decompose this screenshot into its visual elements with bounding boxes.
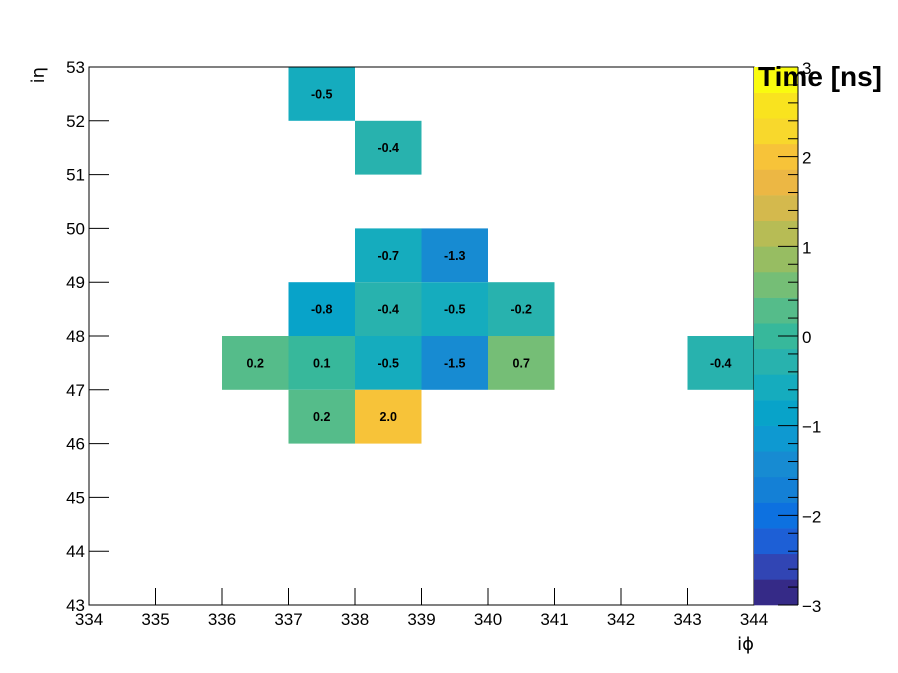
heatmap-cell bbox=[288, 67, 355, 121]
x-tick-label: 342 bbox=[607, 610, 635, 629]
z-tick-label: 1 bbox=[802, 238, 811, 257]
cell-value-label: -1.3 bbox=[444, 249, 466, 263]
heatmap-cell bbox=[355, 120, 422, 175]
heatmap-cell bbox=[421, 282, 488, 336]
x-axis-title: iϕ bbox=[737, 634, 754, 655]
y-tick-label: 44 bbox=[66, 542, 85, 561]
y-tick-label: 50 bbox=[66, 219, 85, 238]
heatmap-cell bbox=[355, 389, 422, 444]
y-tick-label: 52 bbox=[66, 112, 85, 131]
x-tick-label: 339 bbox=[407, 610, 435, 629]
heatmap-cell bbox=[222, 336, 289, 390]
x-tick-label: 336 bbox=[208, 610, 236, 629]
color-bar-step bbox=[754, 348, 798, 375]
y-tick-label: 53 bbox=[66, 58, 85, 77]
heatmap-cells: -0.5 -0.4 -0.7 -1.3 -0.8 -0.4 -0.5 -0.2 0.2 0.1 -0… bbox=[222, 67, 754, 444]
color-bar-step bbox=[754, 169, 798, 196]
cell-value-label: -0.4 bbox=[377, 303, 399, 317]
y-tick-label: 45 bbox=[66, 488, 85, 507]
heatmap-cell bbox=[355, 282, 422, 336]
x-tick-label: 340 bbox=[474, 610, 502, 629]
cell-value-label: 2.0 bbox=[380, 410, 397, 424]
z-tick-label: −2 bbox=[802, 507, 821, 526]
heatmap-cell bbox=[687, 336, 754, 390]
color-bar-step bbox=[754, 425, 798, 452]
heatmap-cell bbox=[288, 336, 355, 390]
cell-value-label: -0.4 bbox=[377, 141, 399, 155]
x-tick-label: 334 bbox=[75, 610, 103, 629]
y-axis: 43 44 45 46 47 48 49 50 51 52 53 bbox=[66, 58, 109, 615]
color-bar-step bbox=[754, 579, 798, 606]
color-bar-step bbox=[754, 374, 798, 401]
color-bar-step bbox=[754, 118, 798, 145]
color-bar-step bbox=[754, 553, 798, 580]
color-bar-step bbox=[754, 400, 798, 426]
cell-value-label: -0.7 bbox=[377, 249, 399, 263]
x-tick-label: 337 bbox=[274, 610, 302, 629]
color-bar-step bbox=[754, 220, 798, 247]
color-bar-step bbox=[754, 67, 798, 93]
cell-value-label: 0.7 bbox=[513, 356, 530, 370]
y-tick-label: 46 bbox=[66, 435, 85, 454]
color-bar-step bbox=[754, 92, 798, 119]
x-tick-label: 335 bbox=[141, 610, 169, 629]
x-tick-label: 338 bbox=[341, 610, 369, 629]
y-tick-label: 48 bbox=[66, 327, 85, 346]
color-bar-step bbox=[754, 195, 798, 222]
color-bar-step bbox=[754, 451, 798, 478]
x-tick-label: 344 bbox=[740, 610, 768, 629]
cell-value-label: -0.4 bbox=[710, 356, 732, 370]
heatmap-cell bbox=[488, 336, 555, 390]
z-tick-label: 0 bbox=[802, 328, 811, 347]
cell-value-label: 0.1 bbox=[313, 356, 330, 370]
x-tick-label: 343 bbox=[673, 610, 701, 629]
heatmap-cell bbox=[288, 282, 355, 336]
heatmap-cell bbox=[421, 228, 488, 283]
y-tick-label: 51 bbox=[66, 166, 85, 185]
color-bar-step bbox=[754, 271, 798, 298]
x-axis: 334 335 336 337 338 339 340 341 342 343 344 bbox=[75, 588, 768, 629]
cell-value-label: -0.5 bbox=[377, 356, 399, 370]
cell-value-label: -0.8 bbox=[311, 303, 333, 317]
heatmap-cell bbox=[355, 336, 422, 390]
heatmap-cell bbox=[421, 336, 488, 390]
y-tick-label: 43 bbox=[66, 596, 85, 615]
heatmap-cell bbox=[488, 282, 555, 336]
y-tick-label: 49 bbox=[66, 273, 85, 292]
z-tick-label: −3 bbox=[802, 597, 821, 616]
color-bar-step bbox=[754, 246, 798, 273]
color-bar-title: Time [ns] bbox=[758, 61, 882, 92]
cell-value-label: 0.2 bbox=[247, 356, 264, 370]
cell-value-label: -1.5 bbox=[444, 356, 466, 370]
heatmap-cell bbox=[288, 389, 355, 444]
cell-value-label: -0.2 bbox=[510, 303, 532, 317]
color-bar-step bbox=[754, 528, 798, 555]
color-bar-step bbox=[754, 476, 798, 503]
cell-value-label: -0.5 bbox=[444, 303, 466, 317]
y-tick-label: 47 bbox=[66, 381, 85, 400]
cell-value-label: 0.2 bbox=[313, 410, 330, 424]
z-tick-label: −1 bbox=[802, 418, 821, 437]
color-bar-step bbox=[754, 297, 798, 324]
cell-value-label: -0.5 bbox=[311, 87, 333, 101]
z-tick-label: 2 bbox=[802, 149, 811, 168]
y-axis-title: iη bbox=[28, 67, 49, 83]
x-tick-label: 341 bbox=[540, 610, 568, 629]
z-tick-label: 3 bbox=[802, 59, 811, 78]
color-bar: −3 −2 −1 0 1 2 3 bbox=[754, 59, 821, 616]
heatmap-cell bbox=[355, 228, 422, 283]
